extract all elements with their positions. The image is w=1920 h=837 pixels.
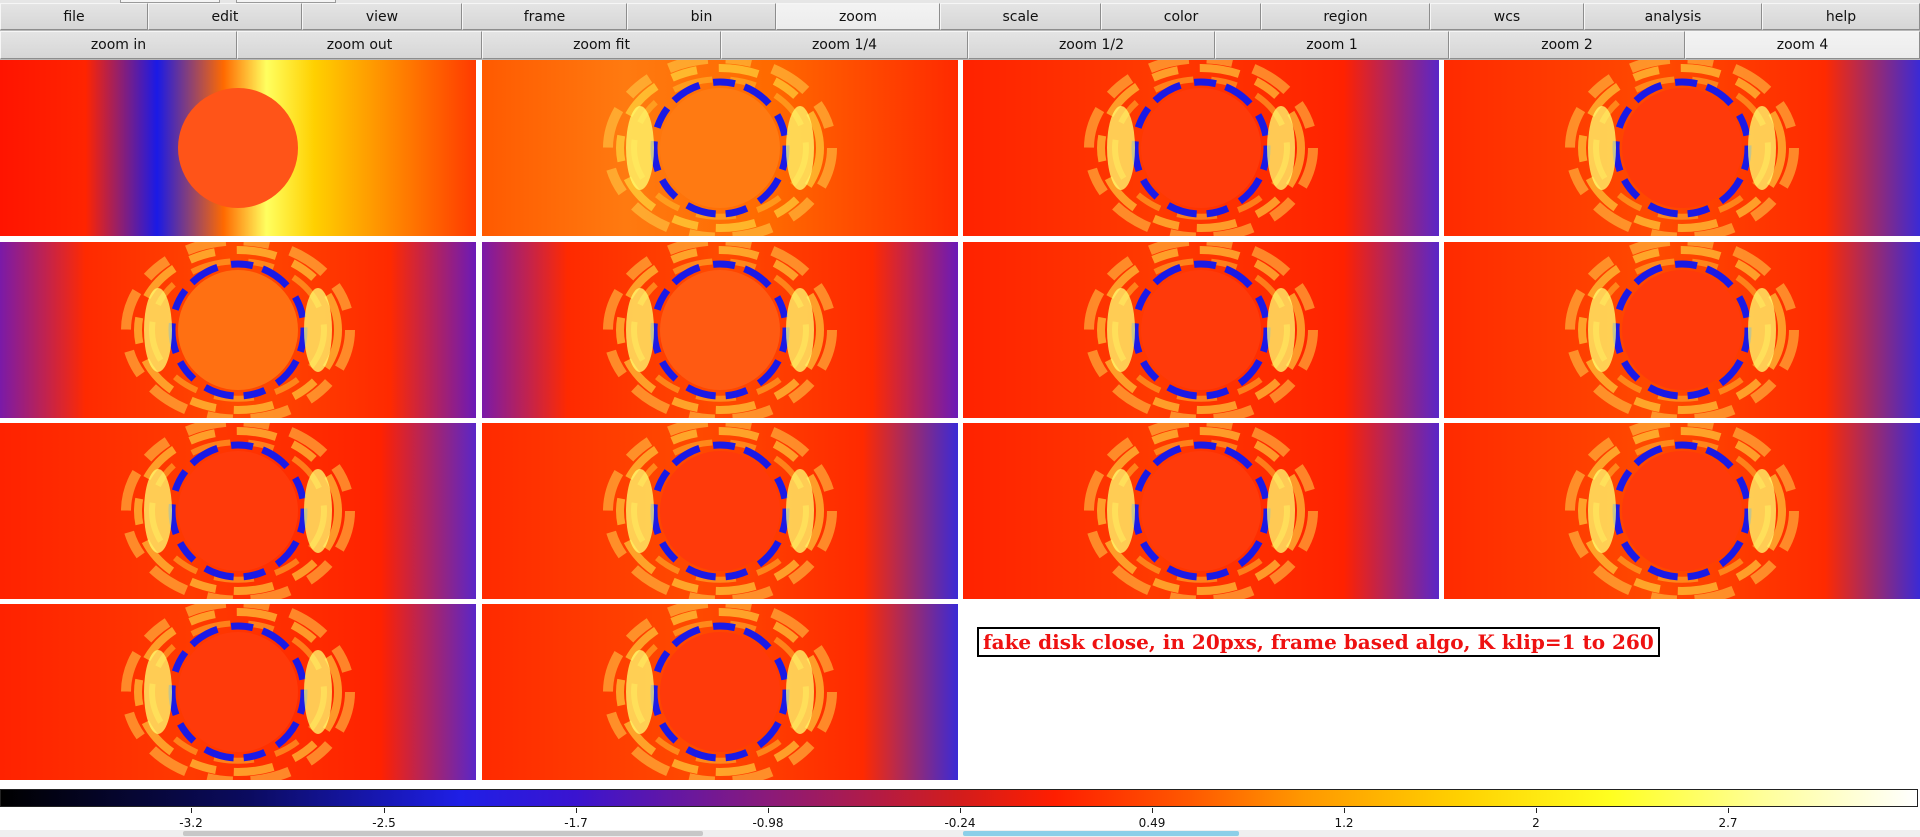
zoom-button-bar: zoom in zoom out zoom fit zoom 1/4 zoom 1/2 z…	[0, 31, 1920, 60]
colorbar-tick-label: 1.2	[1334, 816, 1354, 830]
scrollbar-thumb-active[interactable]	[963, 831, 1239, 836]
window-top-edge	[0, 0, 1920, 3]
menu-color[interactable]: color	[1101, 3, 1261, 30]
window-tab[interactable]	[120, 0, 220, 3]
image-frame-1[interactable]	[0, 60, 476, 236]
coronagraph-mask	[1622, 451, 1742, 571]
menu-edit[interactable]: edit	[148, 3, 302, 30]
disk-structure	[1565, 242, 1799, 418]
menu-view[interactable]: view	[302, 3, 462, 30]
colorbar-tick	[384, 808, 385, 813]
menu-analysis[interactable]: analysis	[1584, 3, 1762, 30]
colorbar[interactable]	[0, 789, 1918, 807]
colorbar-tick-label: -0.98	[752, 816, 784, 830]
disk-structure	[121, 242, 355, 418]
image-frame-12[interactable]	[1444, 423, 1920, 599]
colorbar-tick-label: 0.49	[1138, 816, 1166, 830]
menu-help[interactable]: help	[1762, 3, 1920, 30]
colorbar-tick-label: -3.2	[179, 816, 203, 830]
colorbar-tick	[191, 808, 192, 813]
disk-structure	[1565, 423, 1799, 599]
colorbar-tick	[576, 808, 577, 813]
image-frame-6[interactable]	[482, 242, 958, 418]
button-zoom-1[interactable]: zoom 1	[1215, 31, 1449, 59]
menu-wcs[interactable]: wcs	[1430, 3, 1584, 30]
coronagraph-mask	[178, 451, 298, 571]
main-menu-bar: file edit view frame bin zoom scale color region…	[0, 3, 1920, 31]
image-frame-10[interactable]	[482, 423, 958, 599]
image-frame-7[interactable]	[963, 242, 1439, 418]
button-zoom-in[interactable]: zoom in	[0, 31, 237, 59]
disk-structure	[1084, 423, 1318, 599]
colorbar-tick	[960, 808, 961, 813]
coronagraph-mask	[1141, 88, 1261, 208]
button-zoom-1-2[interactable]: zoom 1/2	[968, 31, 1215, 59]
menu-scale[interactable]: scale	[940, 3, 1101, 30]
coronagraph-mask	[660, 88, 780, 208]
annotation-text[interactable]: fake disk close, in 20pxs, frame based a…	[977, 627, 1660, 657]
menu-zoom[interactable]: zoom	[776, 3, 940, 30]
coronagraph-mask	[1622, 88, 1742, 208]
disk-structure	[121, 423, 355, 599]
disk-structure	[603, 60, 837, 236]
coronagraph-mask	[178, 270, 298, 390]
image-frame-9[interactable]	[0, 423, 476, 599]
menu-frame[interactable]: frame	[462, 3, 627, 30]
image-frame-4[interactable]	[1444, 60, 1920, 236]
colorbar-tick-label: 2	[1532, 816, 1540, 830]
menu-bin[interactable]: bin	[627, 3, 776, 30]
window-tab[interactable]	[236, 0, 336, 3]
disk-structure	[121, 604, 355, 780]
colorbar-tick-label: -2.5	[372, 816, 396, 830]
coronagraph-mask	[1622, 270, 1742, 390]
button-zoom-fit[interactable]: zoom fit	[482, 31, 721, 59]
colorbar-tick-labels: -3.2 -2.5 -1.7 -0.98 -0.24 0.49 1.2 2 2.7	[0, 808, 1920, 830]
colorbar-tick	[768, 808, 769, 813]
colorbar-tick	[1536, 808, 1537, 813]
disk-structure	[1084, 60, 1318, 236]
coronagraph-mask	[1141, 270, 1261, 390]
colorbar-tick-label: -0.24	[944, 816, 976, 830]
image-frame-11[interactable]	[963, 423, 1439, 599]
colorbar-tick	[1344, 808, 1345, 813]
menu-file[interactable]: file	[0, 3, 148, 30]
disk-structure	[1084, 242, 1318, 418]
image-frame-5[interactable]	[0, 242, 476, 418]
image-frame-8[interactable]	[1444, 242, 1920, 418]
coronagraph-mask	[660, 270, 780, 390]
button-zoom-out[interactable]: zoom out	[237, 31, 482, 59]
image-frame-14[interactable]	[482, 604, 958, 780]
disk-structure	[603, 423, 837, 599]
image-frame-2[interactable]	[482, 60, 958, 236]
colorbar-tick-label: -1.7	[564, 816, 588, 830]
button-zoom-2[interactable]: zoom 2	[1449, 31, 1685, 59]
scrollbar-thumb[interactable]	[183, 831, 703, 836]
colorbar-tick-label: 2.7	[1718, 816, 1738, 830]
coronagraph-mask	[178, 632, 298, 752]
button-zoom-4[interactable]: zoom 4	[1685, 31, 1920, 59]
menu-region[interactable]: region	[1261, 3, 1430, 30]
colorbar-tick	[1152, 808, 1153, 813]
image-frame-grid[interactable]	[0, 60, 1920, 785]
disk-structure	[1565, 60, 1799, 236]
coronagraph-mask	[660, 632, 780, 752]
disk-structure	[603, 604, 837, 780]
horizontal-scrollbar[interactable]	[0, 830, 1920, 837]
image-frame-13[interactable]	[0, 604, 476, 780]
coronagraph-mask	[178, 88, 298, 208]
disk-structure	[603, 242, 837, 418]
coronagraph-mask	[660, 451, 780, 571]
coronagraph-mask	[1141, 451, 1261, 571]
image-frame-3[interactable]	[963, 60, 1439, 236]
button-zoom-1-4[interactable]: zoom 1/4	[721, 31, 968, 59]
colorbar-tick	[1728, 808, 1729, 813]
